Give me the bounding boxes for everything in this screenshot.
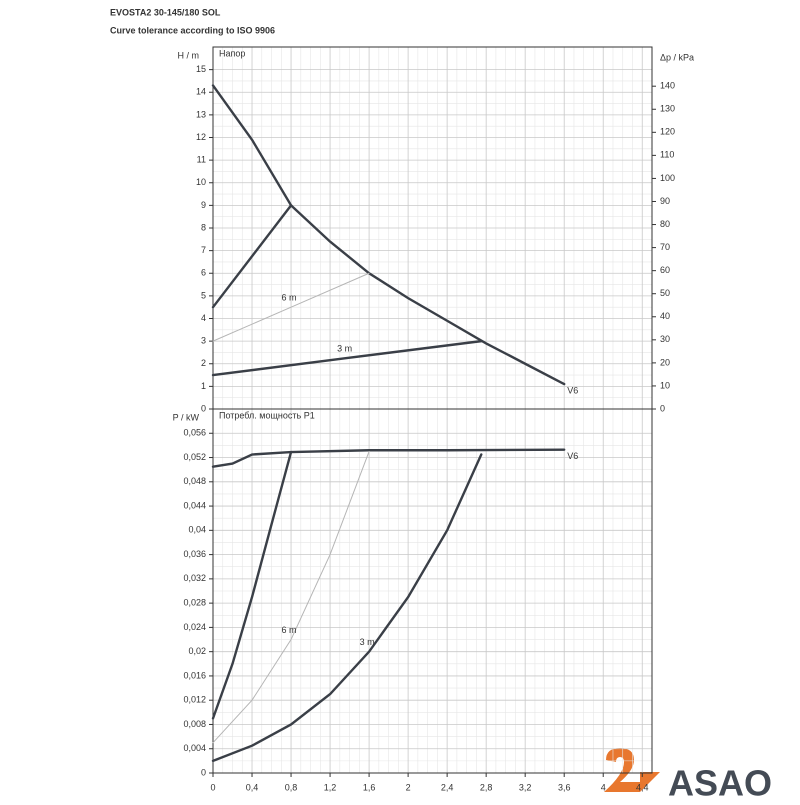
x-tick-label: 3,6: [558, 782, 571, 792]
y2-tick-label: 30: [660, 334, 670, 344]
y-tick-label: 11: [197, 155, 206, 165]
x-tick-label: 4,4: [636, 782, 649, 792]
x-tick-label: 1,2: [324, 782, 337, 792]
line: [211, 339, 483, 377]
y-tick-label: 3: [201, 336, 206, 346]
series-label: 6 m: [282, 293, 297, 303]
y-tick-label: 4: [201, 313, 206, 323]
chart-title: EVOSTA2 30-145/180 SOL: [110, 7, 221, 17]
y-axis-label: H / m: [178, 50, 200, 60]
y-tick-label: 7: [201, 245, 206, 255]
y-tick-label: 13: [196, 109, 206, 119]
plot-frame: [212, 408, 653, 774]
y2-tick-label: 0: [660, 403, 665, 413]
y-tick-label: 0,024: [183, 622, 206, 632]
y-tick-label: 8: [201, 222, 206, 232]
y-tick-label: 0: [201, 767, 206, 777]
y-tick-label: 0,032: [183, 573, 206, 583]
line: [211, 453, 483, 763]
y2-tick-label: 120: [660, 127, 675, 137]
y2-tick-label: 110: [660, 150, 674, 160]
y-tick-label: 9: [201, 200, 206, 210]
y-tick-label: 0,056: [183, 428, 206, 438]
x-tick-label: 2: [406, 782, 411, 792]
y-tick-label: 0: [201, 403, 206, 413]
y-tick-label: 15: [196, 64, 206, 74]
logo-mark: [640, 772, 660, 792]
series-label: 3 m: [337, 343, 352, 353]
y-tick-label: 1: [201, 381, 206, 391]
y-tick-label: 0,028: [183, 598, 206, 608]
y2-tick-label: 70: [660, 242, 670, 252]
x-tick-label: 0,8: [285, 782, 298, 792]
y-tick-label: 0,02: [188, 646, 206, 656]
panel-title: Напор: [219, 48, 245, 58]
y2-tick-label: 20: [660, 357, 670, 367]
y-tick-label: 0,004: [183, 743, 206, 753]
y-tick-label: 0,048: [183, 476, 206, 486]
y2-tick-label: 80: [660, 219, 670, 229]
y-tick-label: 5: [201, 290, 206, 300]
y2-tick-label: 50: [660, 288, 670, 298]
y-tick-label: 2: [201, 358, 206, 368]
series-label: V6: [567, 451, 578, 461]
y-tick-label: 0,008: [183, 719, 206, 729]
y-tick-label: 0,052: [183, 452, 206, 462]
y2-tick-label: 40: [660, 311, 670, 321]
line: [212, 272, 370, 342]
line: [211, 204, 293, 309]
y2-tick-label: 90: [660, 196, 670, 206]
y-tick-label: 0,04: [188, 525, 206, 535]
line: [211, 450, 293, 720]
x-tick-label: 3,2: [519, 782, 532, 792]
x-tick-label: 2,4: [441, 782, 454, 792]
series-label: V6: [567, 385, 578, 395]
y-tick-label: 0,012: [183, 695, 206, 705]
y2-axis-label: Δp / kPa: [660, 52, 694, 62]
y-tick-label: 6: [201, 268, 206, 278]
x-tick-label: 1,6: [363, 782, 376, 792]
y2-tick-label: 10: [660, 380, 670, 390]
y2-tick-label: 100: [660, 173, 675, 183]
x-tick-label: 0: [210, 782, 215, 792]
logo: ASAO: [604, 748, 772, 804]
y-tick-label: 0,036: [183, 549, 206, 559]
y-tick-label: 12: [196, 132, 206, 142]
y-tick-label: 0,016: [183, 670, 206, 680]
series-label: 6 m: [282, 625, 297, 635]
series-label: 3 m: [360, 637, 375, 647]
panel-title: Потребл. мощность P1: [219, 410, 315, 420]
y2-tick-label: 140: [660, 81, 675, 91]
y-tick-label: 10: [196, 177, 206, 187]
x-tick-label: 0,4: [246, 782, 259, 792]
logo-mark: [604, 748, 640, 792]
line: [212, 450, 370, 744]
y-tick-label: 0,044: [183, 500, 206, 510]
line: [211, 84, 566, 386]
y-axis-label: P / kW: [173, 412, 200, 422]
chart-subtitle: Curve tolerance according to ISO 9906: [110, 25, 275, 35]
y2-tick-label: 130: [660, 104, 675, 114]
y-tick-label: 14: [196, 87, 206, 97]
logo-text: ASAO: [668, 763, 772, 800]
y2-tick-label: 60: [660, 265, 670, 275]
x-tick-label: 4: [601, 782, 606, 792]
x-tick-label: 2,8: [480, 782, 493, 792]
